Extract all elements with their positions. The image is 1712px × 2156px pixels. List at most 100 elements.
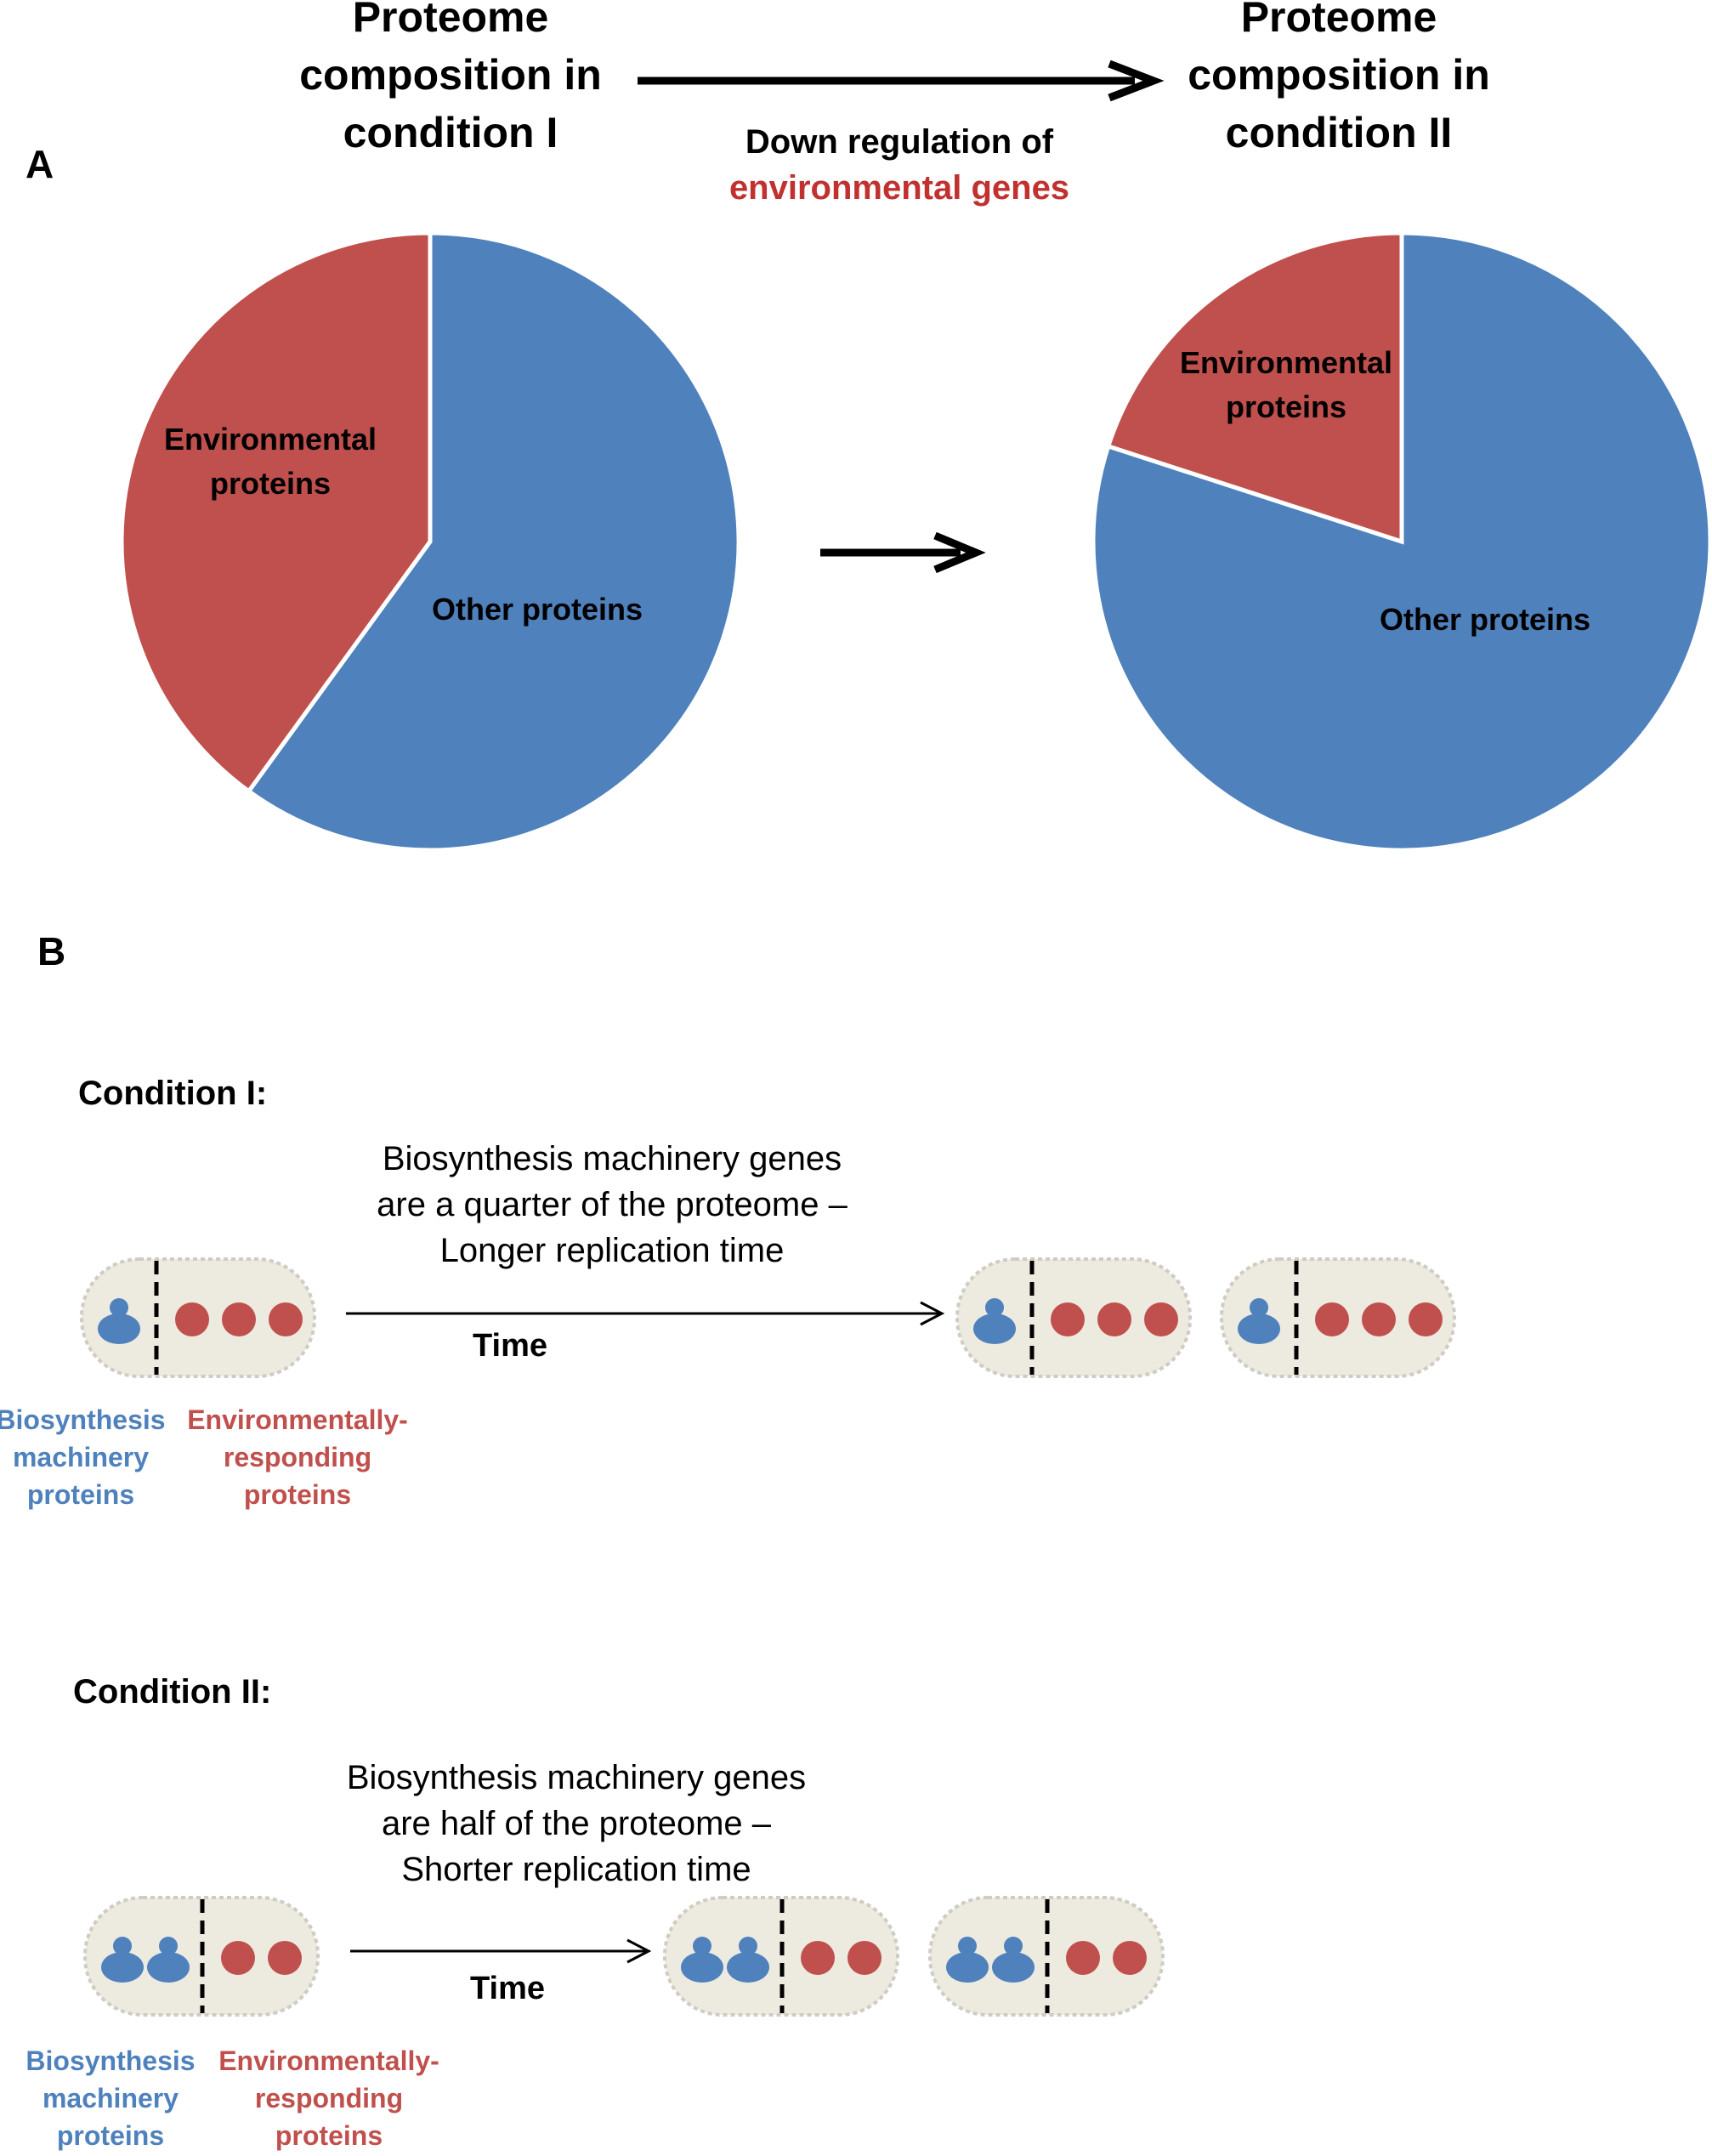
- environmental-protein-icon: [847, 1941, 882, 1975]
- biosynthesis-protein-head: [159, 1937, 178, 1955]
- environmental-protein-icon: [1362, 1302, 1396, 1336]
- environmental-protein-icon: [268, 1941, 302, 1975]
- panel-b-letter: B: [37, 929, 66, 973]
- pie-chart-condition-ii: Environmental proteins Other proteins: [1091, 230, 1712, 853]
- condition-i-title: Condition I:: [78, 1075, 268, 1112]
- biosynthesis-protein-head: [985, 1298, 1004, 1317]
- title-condition-ii: Proteome composition in condition II: [1169, 0, 1509, 162]
- cell-condition-i-daughter-2: [1218, 1256, 1458, 1384]
- environmental-protein-icon: [1051, 1302, 1085, 1336]
- cell-graphic: [955, 1257, 1192, 1378]
- time-arrow-condition-i: [346, 1301, 945, 1326]
- pie-chart-condition-i: Environmental proteins Other proteins: [119, 230, 741, 853]
- cell-condition-ii-daughter-2: [927, 1894, 1166, 2023]
- pie-label-other-proteins: Other proteins: [432, 592, 643, 627]
- legend-environmental-line3: proteins: [275, 2120, 383, 2151]
- time-arrow-condition-ii: [350, 1938, 652, 1964]
- title-condition-i-line3: condition I: [343, 109, 558, 156]
- pie-slice-environmental-proteins: [1105, 230, 1404, 545]
- title-condition-i-line1: Proteome: [352, 0, 549, 41]
- downregulation-caption-line2: environmental genes: [728, 169, 1070, 207]
- legend-environmental-line3: proteins: [243, 1479, 352, 1510]
- biosynthesis-protein-head: [958, 1937, 977, 1955]
- biosynthesis-protein-head: [693, 1937, 711, 1955]
- environmental-protein-icon: [1409, 1302, 1443, 1336]
- title-condition-i-line2: composition in: [299, 51, 602, 99]
- cell-membrane: [663, 1896, 899, 2017]
- biosynthesis-protein-icon: [727, 1952, 769, 1983]
- cell-graphic: [83, 1896, 320, 2017]
- biosynthesis-protein-head: [110, 1298, 128, 1317]
- cell-graphic: [1220, 1257, 1456, 1378]
- pie-slice-other-proteins: [246, 230, 741, 853]
- condition-i-note-line2: are a quarter of the proteome –: [377, 1186, 847, 1223]
- condition-ii-note-line2: are half of the proteome –: [381, 1805, 772, 1842]
- cell-graphic: [928, 1896, 1165, 2017]
- legend-biosynthesis-condition-i: Biosynthesis machinery proteins: [0, 1401, 170, 1513]
- environmental-protein-icon: [1097, 1302, 1131, 1336]
- condition-i-note-line3: Longer replication time: [439, 1232, 785, 1269]
- environmental-protein-icon: [175, 1302, 209, 1336]
- title-condition-ii-line1: Proteome: [1240, 0, 1437, 41]
- legend-biosynthesis-line2: machinery: [42, 2083, 179, 2113]
- cell-membrane: [928, 1896, 1165, 2017]
- time-label-condition-i: Time: [473, 1328, 548, 1364]
- pie-label-other-proteins: Other proteins: [1380, 602, 1590, 637]
- panel-a-letter: A: [26, 142, 54, 186]
- legend-biosynthesis-line2: machinery: [12, 1442, 150, 1472]
- biosynthesis-protein-head: [1004, 1937, 1023, 1955]
- legend-environmental-line2: responding: [254, 2083, 404, 2113]
- title-condition-ii-line3: condition II: [1225, 109, 1453, 156]
- condition-ii-note-line1: Biosynthesis machinery genes: [346, 1759, 807, 1796]
- legend-environmental-line1: Environmentally-: [187, 1404, 408, 1435]
- environmental-protein-icon: [1113, 1941, 1147, 1975]
- legend-biosynthesis-line1: Biosynthesis: [26, 2045, 196, 2076]
- biosynthesis-protein-icon: [98, 1313, 140, 1344]
- condition-i-note: Biosynthesis machinery genes are a quart…: [357, 1136, 867, 1274]
- downregulation-caption: Down regulation of environmental genes: [687, 119, 1112, 211]
- biosynthesis-protein-head: [113, 1937, 132, 1955]
- biosynthesis-protein-icon: [946, 1952, 989, 1983]
- condition-i-note-line1: Biosynthesis machinery genes: [382, 1140, 842, 1177]
- cell-graphic: [663, 1896, 899, 2017]
- legend-environmental-condition-ii: Environmentally- responding proteins: [214, 2042, 444, 2154]
- cell-membrane: [83, 1896, 320, 2017]
- downregulation-caption-line1: Down regulation of: [745, 123, 1054, 161]
- environmental-protein-icon: [222, 1302, 256, 1336]
- biosynthesis-protein-icon: [1238, 1313, 1280, 1344]
- biosynthesis-protein-icon: [992, 1952, 1035, 1983]
- biosynthesis-protein-icon: [101, 1952, 144, 1983]
- legend-environmental-condition-i: Environmentally- responding proteins: [183, 1401, 412, 1513]
- pie-label-environmental-proteins: Environmental proteins: [164, 422, 377, 501]
- condition-ii-note-line3: Shorter replication time: [401, 1851, 751, 1888]
- cell-graphic: [80, 1257, 316, 1378]
- condition-ii-title: Condition II:: [73, 1673, 272, 1711]
- environmental-protein-icon: [269, 1302, 303, 1336]
- legend-environmental-line1: Environmentally-: [218, 2045, 439, 2076]
- top-arrow: [638, 60, 1165, 102]
- legend-biosynthesis-line3: proteins: [26, 1479, 135, 1510]
- environmental-protein-icon: [1144, 1302, 1178, 1336]
- condition-ii-note: Biosynthesis machinery genes are half of…: [321, 1755, 831, 1892]
- cell-condition-i-daughter-1: [954, 1256, 1193, 1384]
- middle-arrow: [820, 531, 986, 574]
- biosynthesis-protein-icon: [681, 1952, 723, 1983]
- environmental-protein-icon: [801, 1941, 835, 1975]
- legend-biosynthesis-condition-ii: Biosynthesis machinery proteins: [21, 2042, 200, 2154]
- cell-condition-i-parent: [78, 1256, 318, 1384]
- legend-environmental-line2: responding: [223, 1442, 372, 1472]
- legend-biosynthesis-line1: Biosynthesis: [0, 1404, 166, 1435]
- biosynthesis-protein-icon: [973, 1313, 1016, 1344]
- title-condition-ii-line2: composition in: [1188, 51, 1490, 99]
- time-label-condition-ii: Time: [470, 1971, 546, 2006]
- biosynthesis-protein-head: [739, 1937, 757, 1955]
- environmental-protein-icon: [221, 1941, 255, 1975]
- pie-label-environmental-proteins: Environmental proteins: [1180, 345, 1392, 424]
- legend-biosynthesis-line3: proteins: [56, 2120, 165, 2151]
- environmental-protein-icon: [1066, 1941, 1100, 1975]
- biosynthesis-protein-head: [1250, 1298, 1268, 1317]
- cell-condition-ii-daughter-1: [661, 1894, 901, 2023]
- cell-condition-ii-parent: [82, 1894, 321, 2023]
- pie-slice-environmental-proteins: [119, 230, 433, 795]
- biosynthesis-protein-icon: [147, 1952, 190, 1983]
